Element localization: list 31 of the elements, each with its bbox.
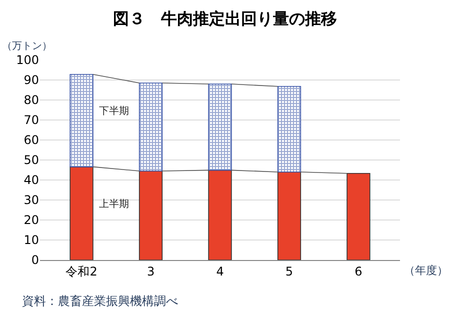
bar bbox=[277, 86, 302, 172]
bar bbox=[138, 82, 163, 172]
bar bbox=[138, 170, 163, 260]
y-tick-label: 70 bbox=[24, 113, 39, 128]
chart-title: 図３ 牛肉推定出回り量の推移 bbox=[113, 9, 337, 28]
bar bbox=[70, 166, 94, 260]
text: 資料：農畜産業振興機構調べ bbox=[22, 294, 178, 308]
y-tick-label: 20 bbox=[24, 213, 39, 228]
bar bbox=[70, 74, 94, 168]
y-tick-label: 100 bbox=[16, 53, 39, 68]
y-tick-label: 40 bbox=[24, 173, 39, 188]
y-axis-title: （万トン） bbox=[2, 41, 52, 52]
x-tick-label: 令和2 bbox=[66, 264, 98, 278]
y-tick-label: 50 bbox=[24, 153, 39, 168]
bar bbox=[208, 84, 232, 171]
series-label: 下半期 bbox=[99, 105, 129, 117]
x-tick-label: 3 bbox=[146, 264, 155, 278]
series-label: 上半期 bbox=[99, 198, 129, 210]
y-tick-label: 60 bbox=[24, 133, 39, 148]
y-tick-label: 90 bbox=[24, 73, 39, 88]
x-axis-title: （年度） bbox=[404, 264, 448, 277]
y-tick-label: 80 bbox=[24, 93, 39, 108]
x-tick-label: 4 bbox=[216, 264, 224, 278]
bar bbox=[346, 173, 370, 260]
bar bbox=[277, 172, 302, 260]
y-tick-label: 10 bbox=[24, 233, 39, 248]
x-tick-label: 6 bbox=[354, 264, 362, 278]
x-tick-label: 5 bbox=[285, 264, 294, 278]
y-tick-label: 0 bbox=[31, 253, 39, 268]
bar bbox=[208, 170, 232, 260]
y-tick-label: 30 bbox=[24, 193, 39, 208]
